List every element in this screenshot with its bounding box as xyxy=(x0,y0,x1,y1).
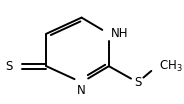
Text: S: S xyxy=(5,60,13,73)
Text: S: S xyxy=(134,76,141,89)
Text: CH$_3$: CH$_3$ xyxy=(159,59,182,74)
Text: N: N xyxy=(77,84,86,97)
Text: NH: NH xyxy=(110,27,128,40)
